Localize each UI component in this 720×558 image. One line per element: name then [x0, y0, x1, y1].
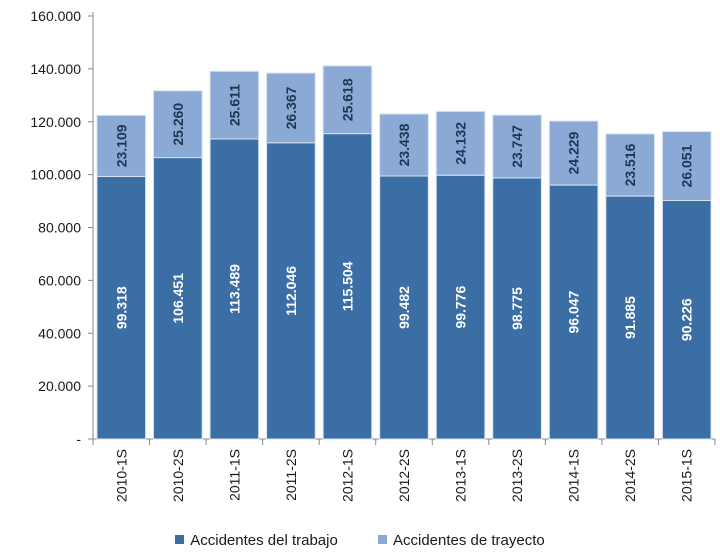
y-tick-label: - — [76, 431, 81, 447]
bar-trayecto — [153, 90, 203, 159]
bar-trabajo — [548, 184, 599, 440]
data-labels: 99.318 23.109 106.451 25.260 113.489 25.611 11… — [113, 78, 694, 341]
data-label: 115.504 — [339, 261, 355, 311]
x-tick-label: 2011-1S — [226, 449, 242, 501]
legend-label-trabajo: Accidentes del trabajo — [190, 532, 338, 549]
bar-trabajo — [209, 138, 260, 440]
y-tick-label: 80.000 — [38, 220, 81, 236]
legend-item-trabajo: Accidentes del trabajo — [175, 532, 338, 549]
bar-trabajo — [605, 195, 655, 440]
x-tick-label: 2011-2S — [283, 449, 299, 501]
x-tick-label: 2013-1S — [453, 449, 469, 502]
data-label: 112.046 — [283, 266, 299, 316]
x-tick-label: 2013-2S — [509, 449, 525, 502]
bar-trabajo — [96, 175, 147, 440]
bar-trayecto — [605, 133, 655, 197]
x-tick-label: 2010-1S — [113, 449, 129, 502]
data-label: 25.611 — [226, 84, 242, 126]
bar-trabajo — [661, 199, 712, 440]
bar-trayecto — [209, 70, 260, 140]
bar-trayecto — [492, 114, 542, 179]
bar-trayecto — [548, 120, 599, 186]
y-tick-label: 140.000 — [30, 61, 81, 77]
data-label: 99.318 — [113, 286, 129, 329]
data-label: 99.776 — [453, 285, 469, 328]
x-tick-label: 2014-2S — [622, 449, 638, 502]
legend: Accidentes del trabajo Accidentes de tra… — [0, 532, 720, 549]
data-label: 99.482 — [396, 286, 412, 329]
y-tick-label: 120.000 — [30, 114, 81, 130]
stacked-bar-chart: - 20.000 40.000 60.000 80.000 100.000 120.000 1… — [30, 8, 716, 502]
bar-trayecto — [322, 65, 373, 135]
data-label: 96.047 — [566, 290, 582, 333]
legend-swatch-trabajo — [175, 535, 185, 544]
y-tick-label: 40.000 — [38, 325, 81, 341]
legend-label-trayecto: Accidentes de trayecto — [393, 532, 545, 549]
data-label: 24.229 — [566, 131, 582, 174]
data-label: 25.260 — [170, 103, 186, 146]
data-label: 23.438 — [396, 123, 412, 166]
data-label: 91.885 — [622, 296, 638, 339]
data-label: 23.109 — [113, 124, 129, 167]
data-label: 26.051 — [679, 144, 695, 187]
y-tick-label: 100.000 — [30, 167, 81, 183]
bar-trabajo — [266, 142, 316, 440]
bar-trabajo — [153, 157, 203, 440]
data-label: 98.775 — [509, 287, 525, 330]
bar-trayecto — [266, 72, 316, 144]
x-tick-label: 2010-2S — [170, 449, 186, 502]
data-label: 113.489 — [226, 264, 242, 314]
x-tick-label: 2015-1S — [679, 449, 695, 502]
x-tick-label: 2012-1S — [339, 449, 355, 502]
y-tick-label: 160.000 — [30, 8, 81, 24]
y-tick-label: 20.000 — [38, 378, 81, 394]
data-label: 26.367 — [283, 86, 299, 129]
x-tick-label: 2014-1S — [566, 449, 582, 502]
data-label: 23.747 — [509, 125, 525, 168]
data-label: 24.132 — [453, 122, 469, 165]
legend-swatch-trayecto — [378, 535, 387, 544]
bar-trayecto — [96, 114, 147, 177]
bars — [96, 65, 712, 440]
bar-trayecto — [661, 131, 712, 201]
bar-trabajo — [379, 175, 429, 440]
legend-item-trayecto: Accidentes de trayecto — [378, 532, 545, 549]
bar-trayecto — [379, 113, 429, 177]
data-label: 106.451 — [170, 273, 186, 324]
axes: - 20.000 40.000 60.000 80.000 100.000 120.000 1… — [30, 8, 716, 502]
bar-trabajo — [435, 174, 486, 440]
data-label: 25.618 — [339, 78, 355, 121]
bar-trayecto — [435, 110, 486, 176]
data-label: 23.516 — [622, 143, 638, 186]
data-label: 90.226 — [679, 298, 695, 341]
x-tick-label: 2012-2S — [396, 449, 412, 502]
y-tick-label: 60.000 — [38, 272, 81, 288]
